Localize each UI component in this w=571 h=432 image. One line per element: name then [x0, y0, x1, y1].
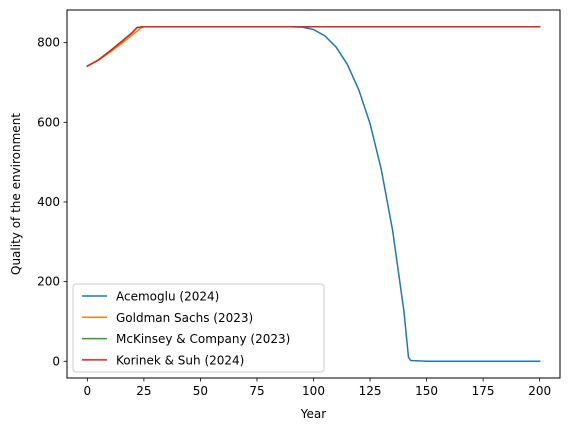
y-tick-label: 800	[37, 36, 60, 50]
legend-label-0: Acemoglu (2024)	[116, 290, 219, 304]
y-tick-label: 200	[37, 275, 60, 289]
x-tick-label: 175	[472, 384, 495, 398]
x-tick-label: 50	[193, 384, 208, 398]
legend-label-3: Korinek & Suh (2024)	[116, 353, 244, 367]
x-tick-label: 75	[249, 384, 264, 398]
y-axis-ticks: 0 200 400 600 800	[37, 36, 67, 368]
legend-label-1: Goldman Sachs (2023)	[116, 311, 253, 325]
series-line-3	[86, 25, 541, 68]
x-tick-label: 0	[84, 384, 92, 398]
x-axis-label: Year	[300, 407, 326, 421]
legend-box	[72, 283, 325, 373]
series-line-2	[86, 25, 541, 68]
plot-lines	[86, 25, 541, 363]
legend-label-2: McKinsey & Company (2023)	[116, 332, 290, 346]
x-tick-label: 200	[528, 384, 551, 398]
x-axis-ticks: 0 25 50 75 100 125 150 175 200	[84, 378, 551, 398]
y-axis-label: Quality of the environment	[9, 113, 23, 275]
series-line-1	[86, 25, 541, 68]
x-tick-label: 125	[359, 384, 382, 398]
y-tick-label: 600	[37, 115, 60, 129]
y-tick-label: 400	[37, 195, 60, 209]
x-tick-label: 150	[415, 384, 438, 398]
x-tick-label: 25	[136, 384, 151, 398]
x-tick-label: 100	[302, 384, 325, 398]
y-tick-label: 0	[52, 354, 60, 368]
legend: Acemoglu (2024) Goldman Sachs (2023) McKin…	[72, 283, 325, 373]
